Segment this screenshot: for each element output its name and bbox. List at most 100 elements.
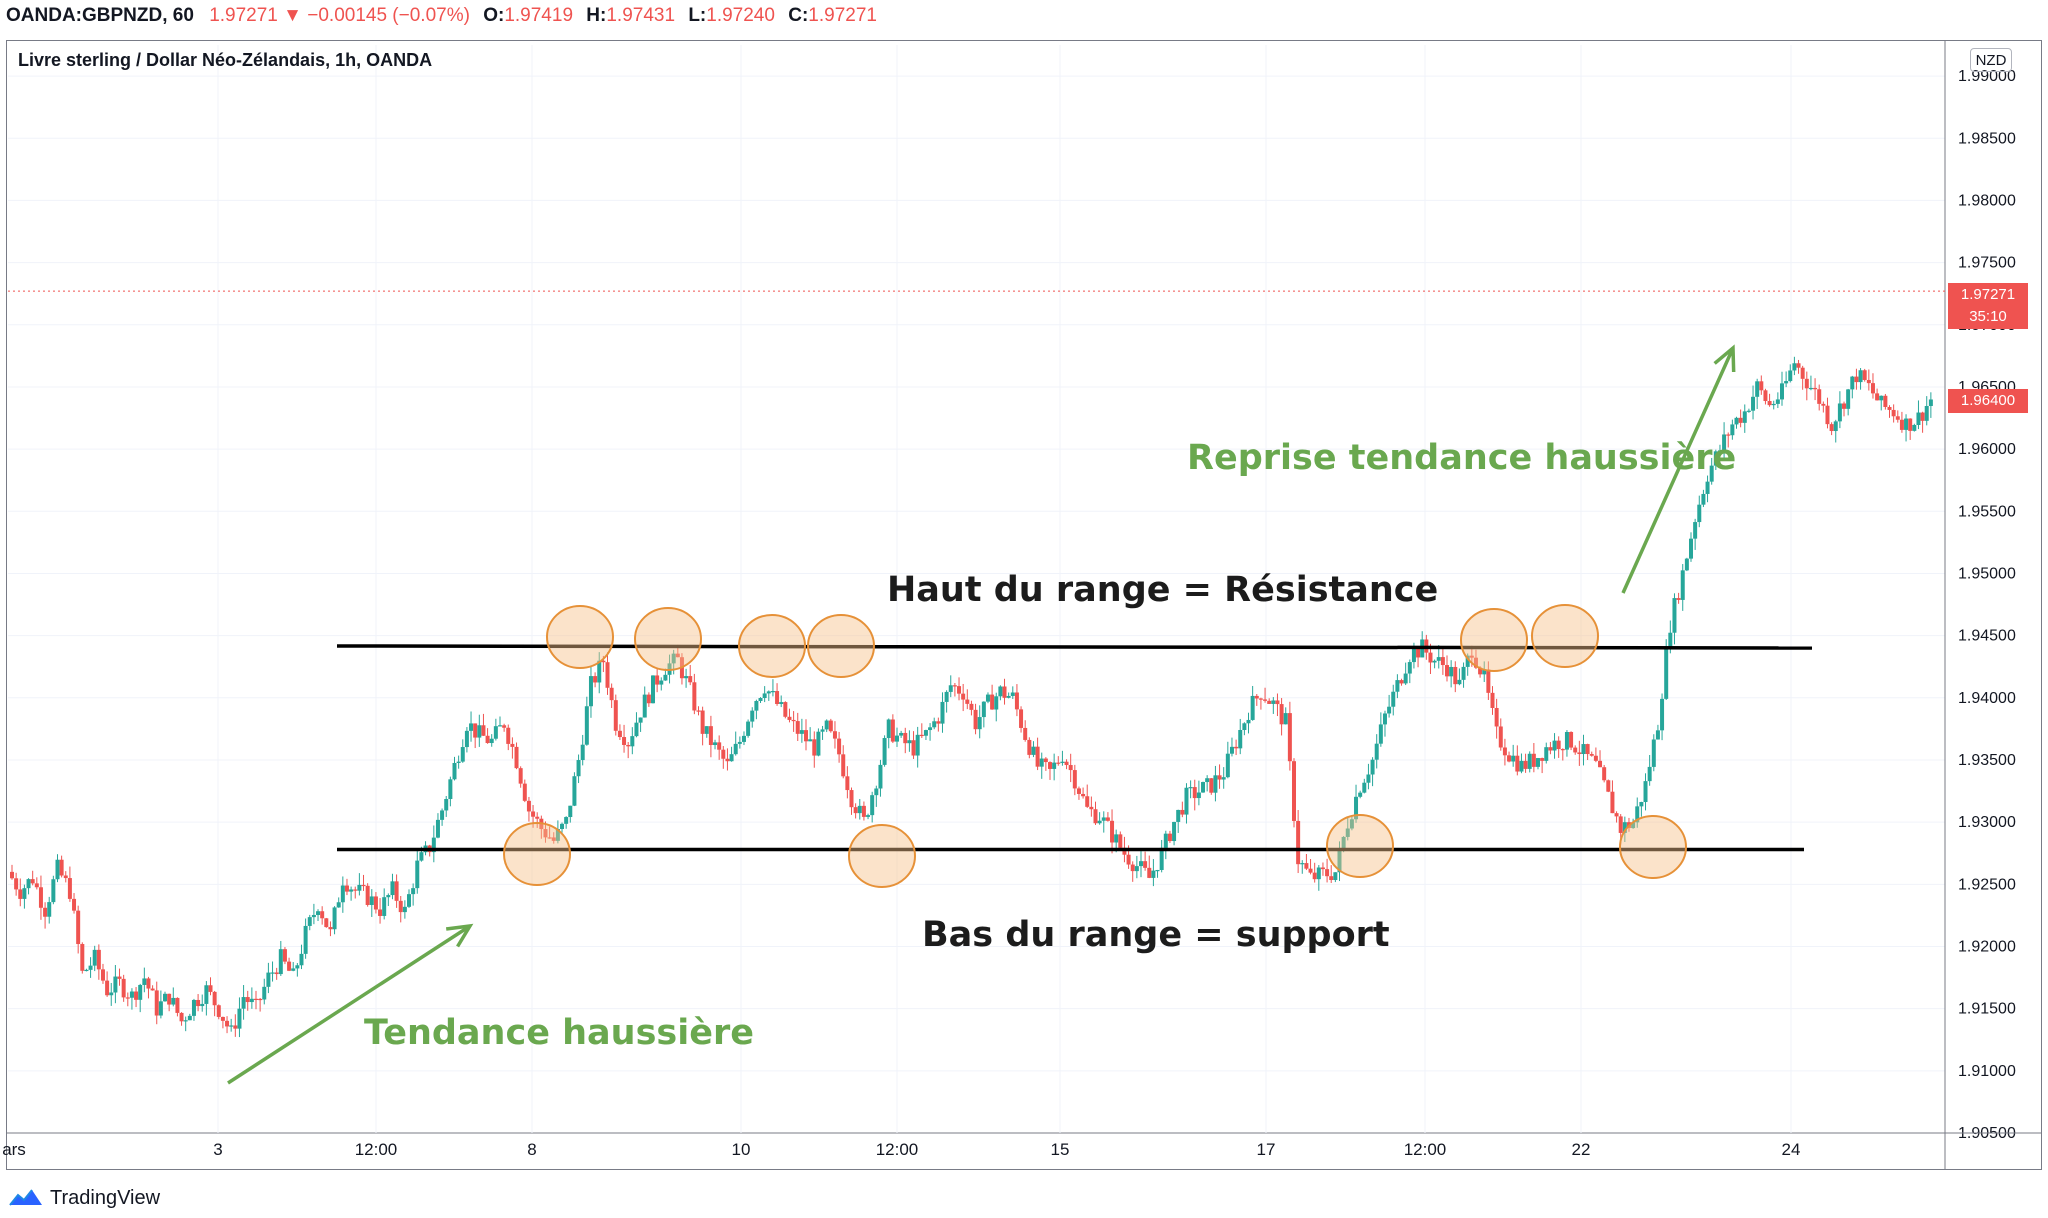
candle-body	[923, 730, 928, 736]
candle-body	[1660, 698, 1665, 731]
uptrend-label: Tendance haussière	[364, 1013, 754, 1053]
candle-body	[816, 731, 821, 756]
candle-body	[1072, 770, 1077, 789]
y-axis-tick-label: 1.91500	[1958, 1001, 2016, 1018]
candle-body	[1676, 598, 1681, 600]
candle-body	[990, 694, 995, 710]
candle-body	[456, 761, 461, 763]
candle-body	[601, 660, 606, 663]
candle-body	[38, 887, 43, 908]
candle-body	[208, 985, 213, 992]
candle-body	[890, 719, 895, 742]
candle-body	[1221, 777, 1226, 780]
y-axis-tick-label: 1.91000	[1958, 1063, 2016, 1080]
candle-body	[708, 726, 713, 746]
chart-pane[interactable]	[6, 40, 2042, 1170]
candle-body	[1081, 793, 1086, 797]
candle-body	[1664, 649, 1669, 699]
candle-body	[1668, 632, 1673, 650]
candle-body	[316, 911, 321, 915]
candle-body	[1333, 872, 1338, 880]
candle-body	[733, 743, 738, 755]
candle-body	[1850, 376, 1855, 390]
footer-brand[interactable]: TradingView	[8, 1183, 160, 1213]
candle-body	[109, 992, 114, 996]
candle-body	[212, 991, 217, 1006]
candle-body	[386, 895, 391, 898]
y-axis-tick-label: 1.92500	[1958, 876, 2016, 893]
candle-body	[1411, 648, 1416, 663]
currency-badge[interactable]: NZD	[1970, 48, 2012, 72]
candle-body	[303, 925, 308, 954]
candle-body	[1407, 662, 1412, 674]
candle-body	[1308, 868, 1313, 873]
candle-body	[700, 710, 705, 734]
candle-body	[1544, 747, 1549, 761]
candle-body	[704, 726, 709, 734]
candle-body	[407, 894, 412, 907]
candle-body	[1556, 740, 1561, 750]
candle-body	[390, 881, 395, 896]
candle-body	[998, 686, 1003, 697]
x-axis-tick-label: 17	[1257, 1140, 1276, 1159]
candle-body	[253, 998, 258, 1000]
candle-body	[469, 723, 474, 731]
candle-body	[1916, 412, 1921, 425]
x-axis-tick-label: 10	[732, 1140, 751, 1159]
candle-body	[928, 727, 933, 731]
candle-body	[1726, 434, 1731, 436]
candle-body	[1742, 411, 1747, 423]
candle-body	[1486, 669, 1491, 693]
candle-body	[349, 889, 354, 892]
uptrend-arrow-head	[445, 923, 474, 948]
candle-body	[1097, 820, 1102, 824]
candle-body	[795, 721, 800, 734]
candle-body	[713, 742, 718, 746]
candle-body	[158, 1001, 163, 1016]
candle-body	[907, 740, 912, 744]
candle-body	[233, 1025, 238, 1029]
candle-body	[1912, 424, 1917, 431]
candle-body	[1399, 680, 1404, 684]
candle-body	[229, 1025, 234, 1027]
candle-body	[1213, 775, 1218, 793]
candle-body	[1138, 861, 1143, 867]
candle-body	[1341, 836, 1346, 849]
y-axis-tick-label: 1.97500	[1958, 255, 2016, 272]
candle-body	[622, 737, 627, 745]
candle-body	[1469, 655, 1474, 658]
open-value: 1.97419	[504, 5, 574, 26]
candle-body	[382, 897, 387, 916]
touch-point-highlight	[546, 605, 614, 669]
candle-body	[1560, 749, 1565, 751]
brand-name: TradingView	[50, 1187, 161, 1209]
x-axis-tick-label: 15	[1051, 1140, 1070, 1159]
candle-body	[1602, 767, 1607, 781]
last-price-tag: 1.97271 35:10	[1948, 283, 2028, 329]
candle-body	[324, 918, 329, 928]
candle-body	[187, 1015, 192, 1021]
candle-body	[237, 1008, 242, 1029]
candle-body	[551, 837, 556, 841]
candle-body	[353, 889, 358, 891]
candle-body	[932, 721, 937, 728]
candle-body	[1494, 707, 1499, 727]
candle-body	[129, 991, 134, 998]
candle-body	[1846, 389, 1851, 409]
candle-body	[1184, 787, 1189, 815]
symbol-name[interactable]: OANDA:GBPNZD, 60	[6, 5, 194, 26]
touch-point-highlight	[848, 824, 916, 888]
candle-body	[1345, 828, 1350, 837]
candle-body	[1507, 755, 1512, 762]
candle-body	[696, 710, 701, 712]
candle-body	[67, 878, 72, 899]
candle-body	[878, 764, 883, 789]
candle-body	[1180, 809, 1185, 815]
candle-body	[1035, 746, 1040, 767]
candle-body	[1775, 399, 1780, 404]
candle-body	[1598, 760, 1603, 768]
candle-body	[473, 723, 478, 738]
resume-uptrend-arrow-head	[1713, 344, 1736, 373]
candle-body	[1292, 761, 1296, 821]
